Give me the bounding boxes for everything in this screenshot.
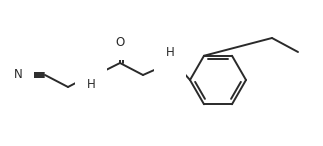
Text: N: N (14, 68, 22, 81)
Text: N: N (87, 67, 95, 80)
Text: N: N (166, 58, 174, 71)
Text: O: O (115, 35, 125, 48)
Text: H: H (87, 79, 95, 92)
Text: H: H (166, 46, 174, 60)
